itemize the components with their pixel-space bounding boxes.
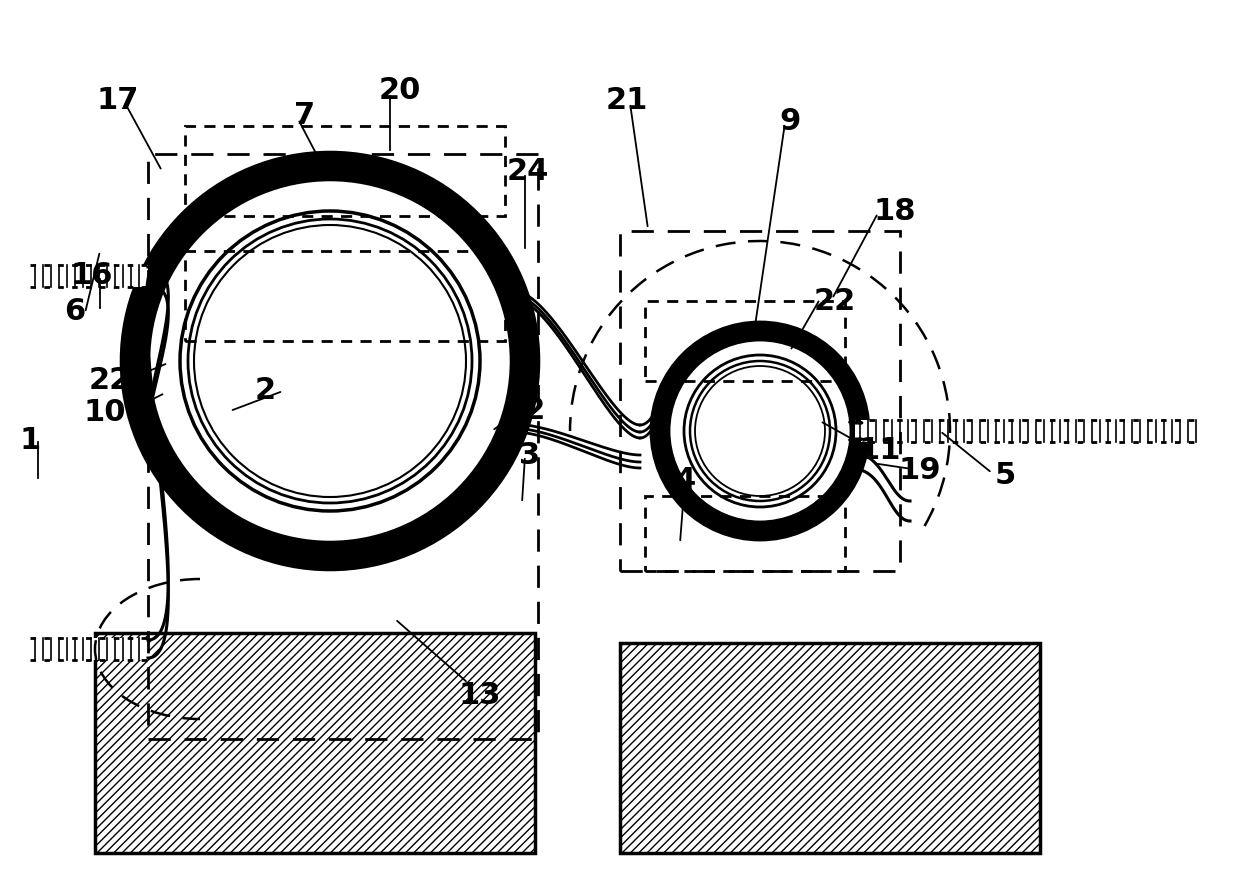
- Bar: [30, 638, 148, 660]
- Circle shape: [155, 186, 505, 536]
- Text: 20: 20: [378, 77, 422, 105]
- Bar: [645, 496, 844, 571]
- Text: 4: 4: [675, 467, 696, 496]
- Bar: [30, 265, 148, 287]
- Bar: [95, 633, 534, 853]
- Text: 16: 16: [71, 261, 113, 291]
- Text: 11: 11: [859, 436, 901, 465]
- Text: 13: 13: [459, 681, 501, 711]
- Text: 1: 1: [20, 427, 41, 456]
- Circle shape: [672, 343, 848, 519]
- Text: 6: 6: [64, 296, 86, 326]
- Text: 2: 2: [254, 376, 275, 406]
- Bar: [620, 643, 1040, 853]
- Text: 21: 21: [606, 86, 649, 116]
- Bar: [148, 154, 538, 739]
- Bar: [856, 420, 1200, 442]
- Text: 22: 22: [89, 367, 131, 395]
- Bar: [185, 126, 505, 216]
- Bar: [645, 301, 844, 381]
- Bar: [185, 251, 505, 341]
- Text: 17: 17: [97, 86, 139, 116]
- Text: 19: 19: [899, 456, 941, 485]
- Text: 18: 18: [874, 197, 916, 226]
- Text: 24: 24: [507, 157, 549, 186]
- Text: 7: 7: [294, 102, 315, 131]
- Text: 5: 5: [994, 462, 1016, 490]
- Text: 12: 12: [503, 396, 546, 426]
- Text: 10: 10: [84, 399, 126, 428]
- Text: 9: 9: [779, 106, 801, 136]
- Bar: [620, 231, 900, 571]
- Text: 22: 22: [813, 287, 856, 315]
- Text: 3: 3: [520, 442, 541, 470]
